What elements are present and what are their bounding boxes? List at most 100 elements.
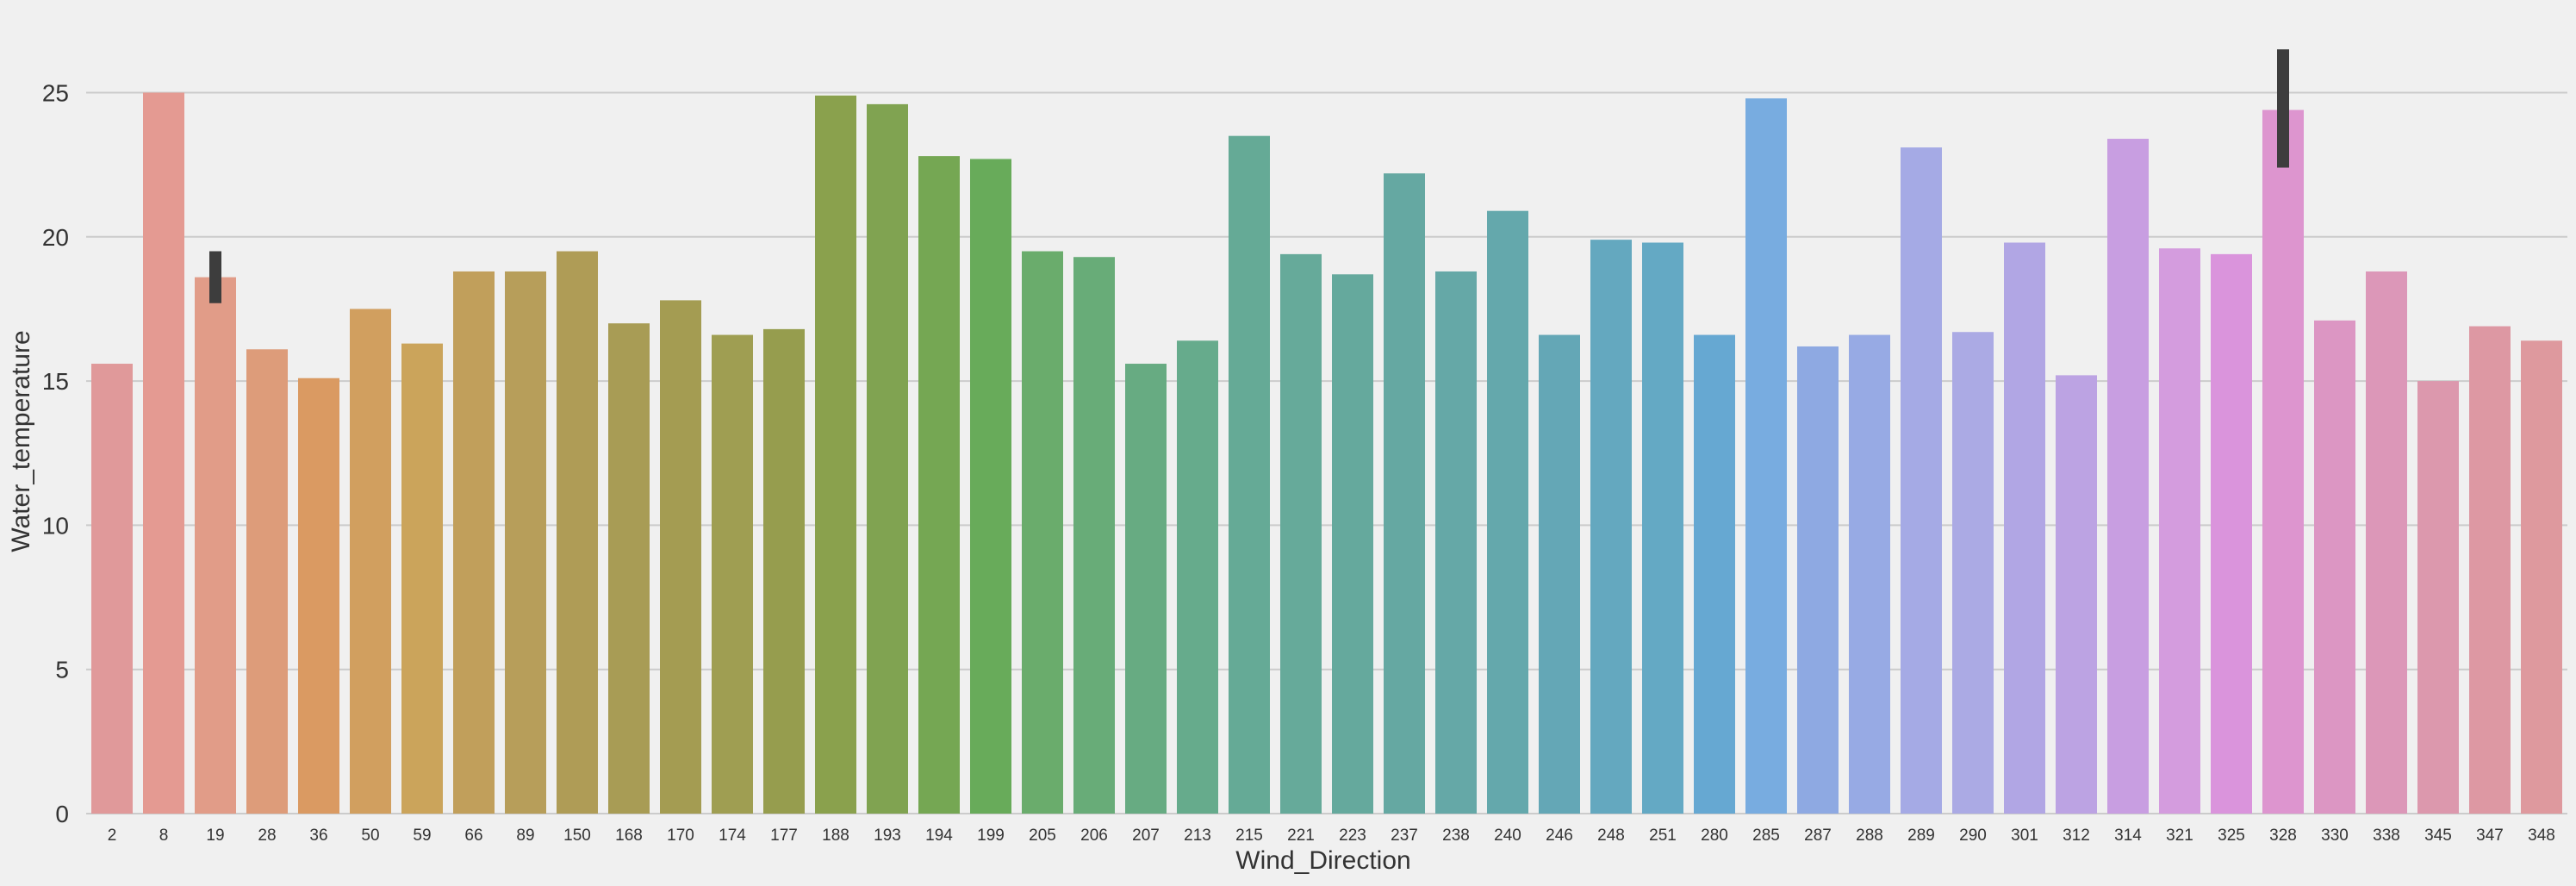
bar-345 [2417,381,2459,814]
x-tick-label: 188 [822,827,849,845]
bar-287 [1797,346,1839,814]
x-tick-label: 238 [1442,827,1470,845]
y-tick-label: 25 [42,80,69,107]
y-tick-label: 0 [55,801,69,827]
x-tick-label: 289 [1907,827,1935,845]
x-tick-label: 312 [2063,827,2090,845]
bar-199 [970,159,1011,814]
x-tick-label: 288 [1856,827,1883,845]
bar-314 [2107,139,2149,814]
x-tick-label: 223 [1339,827,1366,845]
bar-205 [1022,251,1063,814]
x-tick-label: 207 [1132,827,1160,845]
x-tick-label: 66 [464,827,482,845]
bar-285 [1745,98,1787,814]
y-tick-label: 15 [42,368,69,395]
bar-238 [1435,271,1477,814]
error-bars [209,49,2289,303]
x-tick-label: 301 [2011,827,2038,845]
bar-215 [1229,135,1270,814]
bar-89 [505,271,546,814]
y-tick-label: 10 [42,512,69,539]
x-tick-label: 206 [1080,827,1108,845]
bar-338 [2366,271,2407,814]
bar-193 [867,103,908,814]
y-tick-label: 5 [55,657,69,683]
x-tick-label: 345 [2424,827,2452,845]
x-tick-label: 170 [667,827,694,845]
bar-177 [763,328,805,814]
x-tick-label: 251 [1649,827,1677,845]
x-tick-label: 177 [770,827,798,845]
bar-28 [246,349,288,814]
x-tick-label: 36 [309,827,327,845]
x-tick-label: 59 [413,827,431,845]
x-tick-label: 248 [1597,827,1625,845]
bar-288 [1849,334,1890,814]
x-tick-label: 290 [1959,827,1987,845]
x-tick-label: 287 [1804,827,1832,845]
x-tick-label: 321 [2166,827,2193,845]
x-tick-label: 19 [206,827,224,845]
bar-251 [1642,242,1683,814]
bar-221 [1280,253,1322,814]
x-tick-label: 338 [2373,827,2400,845]
x-tick-label: 240 [1494,827,1521,845]
y-tick-label: 20 [42,224,69,251]
bar-325 [2211,253,2252,814]
x-tick-label: 215 [1235,827,1263,845]
bar-59 [401,343,443,814]
x-tick-label: 221 [1287,827,1315,845]
bar-170 [660,300,701,814]
bar-330 [2314,320,2355,814]
bar-188 [815,95,856,814]
bar-223 [1332,274,1373,814]
x-tick-labels: 2 8 19 28 36 50 59 66 89 150 168 170 174 177 188 193 194… [108,827,2555,845]
bar-280 [1694,334,1735,814]
x-tick-label: 246 [1546,827,1573,845]
x-tick-label: 2 [108,827,117,845]
bar-289 [1901,147,1942,814]
x-tick-label: 314 [2114,827,2142,845]
x-tick-label: 8 [159,827,169,845]
x-tick-label: 285 [1752,827,1780,845]
x-tick-label: 325 [2218,827,2245,845]
bar-237 [1384,173,1425,814]
bar-290 [1952,332,1994,814]
x-tick-label: 168 [615,827,643,845]
bar-301 [2004,242,2045,814]
bar-312 [2056,375,2097,814]
x-tick-label: 194 [925,827,953,845]
x-tick-label: 280 [1701,827,1728,845]
x-tick-label: 89 [516,827,534,845]
x-tick-label: 28 [258,827,276,845]
x-tick-label: 347 [2476,827,2504,845]
bar-2 [91,364,133,814]
gridlines [86,91,2567,814]
y-axis-label: Water_temperature [7,330,35,552]
x-tick-label: 199 [977,827,1005,845]
bar-248 [1590,240,1632,814]
bar-240 [1487,210,1528,814]
bars [91,92,2562,814]
x-tick-label: 50 [361,827,379,845]
x-tick-label: 328 [2269,827,2297,845]
x-tick-label: 213 [1184,827,1211,845]
bar-36 [298,377,339,814]
x-tick-label: 348 [2528,827,2555,845]
x-tick-label: 193 [874,827,901,845]
x-tick-label: 237 [1391,827,1418,845]
bar-66 [453,271,495,814]
x-axis-label: Wind_Direction [1235,846,1410,875]
bar-321 [2159,248,2200,814]
bar-348 [2521,340,2562,814]
x-tick-label: 205 [1029,827,1056,845]
bar-194 [918,156,960,814]
x-tick-label: 174 [719,827,746,845]
bar-207 [1125,364,1167,814]
bar-19 [195,277,236,814]
bar-174 [712,334,753,814]
bar-50 [350,309,391,814]
y-tick-labels: 0 5 10 15 20 25 [42,80,69,828]
